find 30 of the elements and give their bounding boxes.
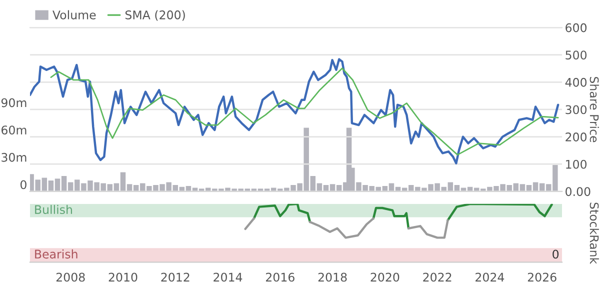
x-tick-label: 2018 (318, 272, 347, 282)
line-series (50, 68, 559, 156)
x-tick-label: 2012 (161, 272, 190, 282)
y-tick-label: 0 (20, 180, 26, 190)
y-tick-label: 60m (2, 126, 26, 135)
line-series (30, 58, 560, 164)
y2-tick-label: 600 (566, 23, 587, 32)
y2-tick-label: 200 (566, 132, 587, 142)
y-tick-label: 90m (1, 98, 26, 108)
y2-axis-title: StockRank (590, 202, 599, 264)
legend-label: Volume (52, 10, 96, 20)
band-label: Bearish (35, 249, 78, 259)
x-tick-label: 2016 (266, 272, 294, 282)
y2-tick-label: 0.00 (566, 187, 590, 196)
y2-tick-label: 500 (566, 50, 587, 60)
x-tick-label: 2014 (214, 272, 242, 282)
y-tick-label: 30m (2, 152, 26, 162)
x-tick-label: 2020 (370, 272, 400, 282)
y2-tick-label: 300 (566, 105, 587, 114)
x-tick-label: 2008 (56, 272, 85, 282)
annotation: 0 (552, 250, 559, 259)
y2-axis-title: Share Price (590, 76, 599, 142)
legend-label: SMA (200) (125, 10, 185, 21)
x-tick-label: 2010 (108, 272, 138, 282)
y2-tick-label: 100 (566, 160, 587, 169)
x-tick-label: 2022 (423, 272, 452, 282)
x-tick-label: 2026 (528, 272, 556, 282)
band-label: Bullish (35, 204, 72, 214)
y2-tick-label: 400 (565, 78, 587, 87)
x-tick-label: 2024 (476, 272, 504, 282)
